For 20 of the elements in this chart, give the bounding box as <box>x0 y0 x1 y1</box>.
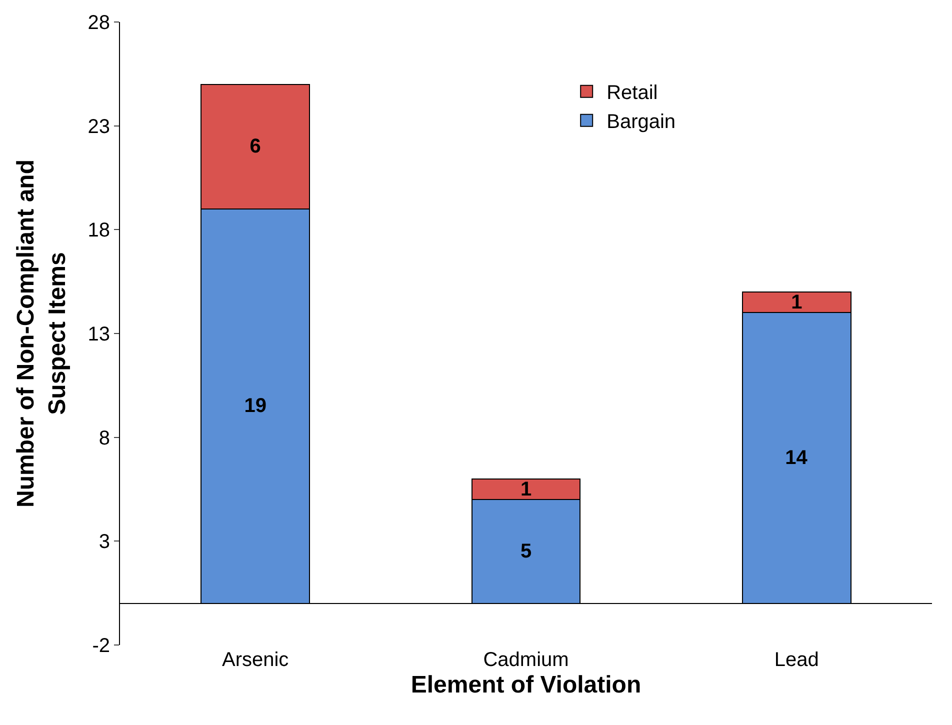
data-label: 1 <box>791 291 802 314</box>
data-label: 6 <box>250 136 261 158</box>
legend-label: Retail <box>606 82 658 104</box>
legend-label: Bargain <box>606 111 676 134</box>
y-tick-label: -2 <box>92 635 110 657</box>
y-tick-label: 3 <box>98 531 110 554</box>
x-tick-label: Cadmium <box>483 649 569 671</box>
y-tick-label: 28 <box>88 12 110 34</box>
data-label: 5 <box>520 540 532 563</box>
y-tick-label: 23 <box>88 116 110 138</box>
y-tick-label: 18 <box>88 220 110 242</box>
data-label: 14 <box>785 447 808 470</box>
y-axis-title: Number of Non-Compliant and Suspect Items <box>12 160 71 508</box>
y-tick-label: 13 <box>88 324 110 346</box>
x-tick-label: Lead <box>774 649 819 671</box>
data-label: 19 <box>244 395 266 418</box>
data-label: 1 <box>520 478 532 500</box>
y-tick-label: 8 <box>98 427 110 450</box>
x-tick-label: Arsenic <box>222 649 289 671</box>
x-axis-title: Element of Violation <box>410 671 642 698</box>
